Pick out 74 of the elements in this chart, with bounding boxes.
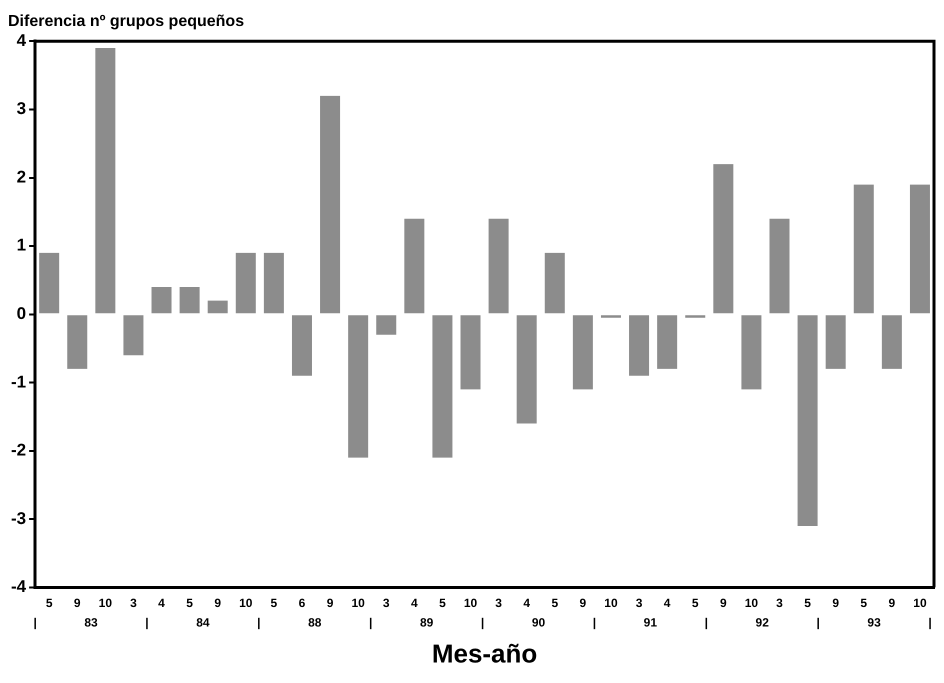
x-tick-label: 5 [270, 596, 278, 610]
bar [348, 315, 368, 458]
x-tick-label: 3 [776, 596, 784, 610]
x-tick-label: 9 [720, 596, 727, 610]
y-tick-label: 2 [16, 167, 26, 186]
bar [180, 286, 200, 314]
bar [488, 218, 509, 314]
y-tick-label: -2 [10, 440, 26, 460]
bar [544, 252, 565, 314]
x-tick-label: 9 [888, 596, 896, 610]
bar [404, 218, 424, 314]
bar [292, 315, 312, 376]
x-tick-label: 10 [744, 596, 758, 610]
x-tick-label: 10 [239, 596, 253, 610]
bar [320, 96, 340, 314]
x-tick-label: 5 [186, 596, 194, 610]
x-tick-label: 9 [326, 596, 334, 610]
bar [39, 252, 60, 314]
y-tick-label: 1 [16, 236, 26, 255]
x-tick-label: 10 [98, 596, 112, 610]
bar [67, 315, 88, 369]
bar [769, 218, 790, 314]
bar [460, 315, 481, 390]
bar [376, 315, 396, 335]
y-tick-label: -3 [10, 508, 26, 528]
bar [95, 48, 116, 314]
x-tick-label: 5 [439, 596, 446, 610]
x-tick-label: 9 [832, 596, 840, 610]
bar [713, 164, 734, 314]
x-tick-label: 4 [664, 596, 671, 610]
bar [152, 286, 172, 314]
x-tick-label: 3 [130, 596, 138, 610]
x-tick-label: 4 [158, 596, 166, 610]
x-axis-title: Mes-año [432, 638, 538, 669]
bar [657, 315, 678, 369]
bar [123, 315, 144, 356]
x-tick-label: 9 [214, 596, 222, 610]
x-tick-label: 9 [74, 596, 81, 610]
x-tick-label: 4 [523, 596, 530, 610]
bar [741, 315, 762, 390]
bar [629, 315, 650, 376]
y-tick-label: 0 [16, 304, 26, 323]
y-tick-label: -1 [10, 372, 26, 392]
x-tick-label: 3 [382, 596, 390, 610]
x-tick-label: 5 [46, 596, 53, 610]
x-tick-label: 3 [495, 596, 502, 610]
x-tick-label: 10 [913, 596, 927, 610]
bar [264, 252, 284, 314]
y-tick-label: -4 [10, 577, 27, 596]
x-tick-label: 5 [804, 596, 812, 610]
x-tick-label: 5 [551, 596, 558, 610]
x-tick-label: 9 [580, 596, 587, 610]
chart-title: Diferencia nº grupos pequeños [8, 13, 244, 30]
x-tick-label: 5 [860, 596, 868, 610]
x-tick-label: 5 [692, 596, 699, 610]
bar [854, 184, 874, 314]
bar [826, 315, 846, 369]
bar [208, 300, 228, 314]
bar [432, 315, 452, 458]
x-tick-label: 4 [410, 596, 418, 610]
x-tick-label: 6 [298, 596, 306, 610]
bar [236, 252, 256, 314]
bar [882, 315, 902, 369]
y-tick-label: 4 [16, 30, 27, 50]
x-tick-label: 10 [604, 596, 618, 610]
bar [516, 315, 537, 424]
text: | 83 | 84 | 88 | 89 | 90 | 91 | 92 | 93 | [33, 616, 932, 630]
bar [572, 315, 593, 390]
bar [910, 184, 930, 314]
x-tick-label: 10 [351, 596, 366, 610]
bar [798, 315, 818, 526]
x-tick-label: 3 [636, 596, 643, 610]
y-tick-label: 3 [16, 99, 26, 118]
x-tick-label: 10 [464, 596, 478, 610]
